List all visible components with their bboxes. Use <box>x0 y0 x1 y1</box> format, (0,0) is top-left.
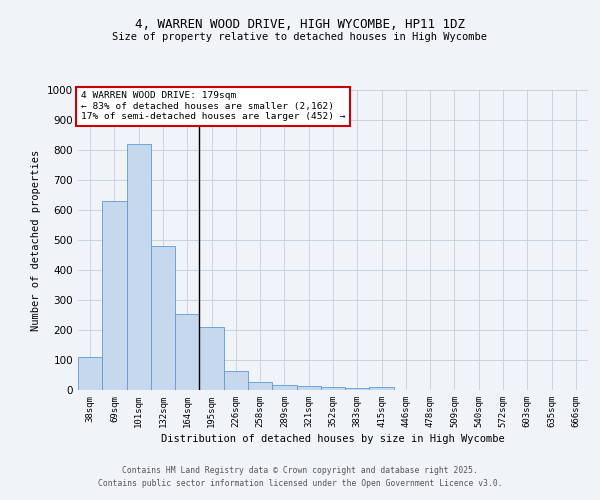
Bar <box>272 384 296 390</box>
Bar <box>78 357 102 390</box>
Bar <box>321 387 345 390</box>
Bar <box>151 246 175 390</box>
Bar <box>175 314 199 390</box>
Bar <box>345 388 370 390</box>
Text: 4, WARREN WOOD DRIVE, HIGH WYCOMBE, HP11 1DZ: 4, WARREN WOOD DRIVE, HIGH WYCOMBE, HP11… <box>135 18 465 30</box>
Bar <box>296 386 321 390</box>
Bar <box>102 201 127 390</box>
Text: Size of property relative to detached houses in High Wycombe: Size of property relative to detached ho… <box>113 32 487 42</box>
Bar <box>370 387 394 390</box>
Bar <box>127 144 151 390</box>
Text: Contains HM Land Registry data © Crown copyright and database right 2025.
Contai: Contains HM Land Registry data © Crown c… <box>98 466 502 487</box>
Y-axis label: Number of detached properties: Number of detached properties <box>31 150 41 330</box>
Bar <box>199 327 224 390</box>
Text: 4 WARREN WOOD DRIVE: 179sqm
← 83% of detached houses are smaller (2,162)
17% of : 4 WARREN WOOD DRIVE: 179sqm ← 83% of det… <box>80 92 345 122</box>
Bar <box>224 370 248 390</box>
Bar <box>248 382 272 390</box>
X-axis label: Distribution of detached houses by size in High Wycombe: Distribution of detached houses by size … <box>161 434 505 444</box>
